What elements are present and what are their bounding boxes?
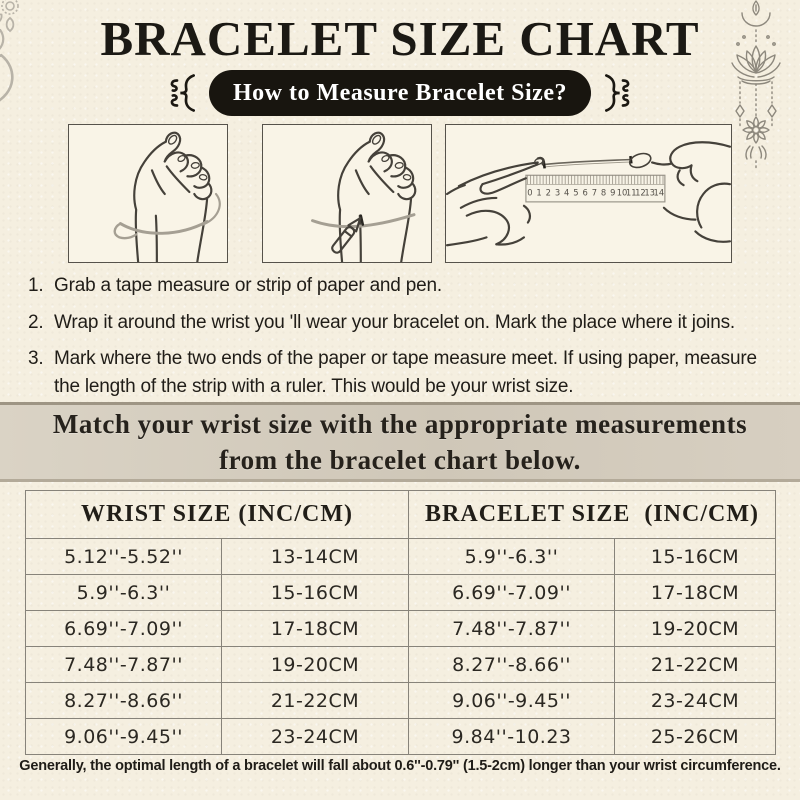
size-row: 6.69''-7.09'' 17-18CM 7.48''-7.87'' 19-20CM (25, 610, 777, 647)
bracelet-cm-cell: 19-20CM (613, 610, 777, 647)
table-header-row: WRIST SIZE (INC/CM) BRACELET SIZE (INC/C… (25, 490, 777, 539)
size-row: 8.27''-8.66'' 21-22CM 9.06''-9.45'' 23-24CM (25, 682, 777, 719)
step-text: Mark where the two ends of the paper or … (54, 348, 757, 397)
wrist-inch-cell: 8.27''-8.66'' (25, 682, 222, 719)
illustration-mark-pen (262, 124, 432, 263)
footer-note: Generally, the optimal length of a brace… (19, 758, 781, 774)
wrist-inch-cell: 5.9''-6.3'' (25, 574, 222, 611)
svg-text:11: 11 (626, 187, 637, 197)
svg-text:5: 5 (573, 187, 578, 197)
wrist-cm-cell: 23-24CM (221, 718, 409, 755)
hand-pen-icon (311, 125, 431, 262)
bracelet-inch-cell: 8.27''-8.66'' (408, 646, 615, 683)
step-item: 1. Grab a tape measure or strip of paper … (28, 272, 776, 300)
svg-text:0: 0 (527, 187, 532, 197)
svg-text:6: 6 (582, 187, 587, 197)
bracelet-inch-cell: 7.48''-7.87'' (408, 610, 615, 647)
wrist-inch-cell: 9.06''-9.45'' (25, 718, 222, 755)
wrist-cm-cell: 13-14CM (221, 538, 409, 575)
bracelet-inch-cell: 9.06''-9.45'' (408, 682, 615, 719)
wrist-inch-cell: 7.48''-7.87'' (25, 646, 222, 683)
svg-text:9: 9 (610, 187, 615, 197)
steps-list: 1. Grab a tape measure or strip of paper … (28, 272, 776, 409)
bracelet-cm-cell: 21-22CM (613, 646, 777, 683)
hand-wrap-icon (113, 125, 221, 262)
size-row: 7.48''-7.87'' 19-20CM 8.27''-8.66'' 21-22CM (25, 646, 777, 683)
bracelet-inch-cell: 5.9''-6.3'' (408, 538, 615, 575)
banner-line-2: from the bracelet chart below. (219, 445, 581, 475)
wrist-cm-cell: 15-16CM (221, 574, 409, 611)
bracelet-cm-cell: 17-18CM (613, 574, 777, 611)
wrist-cm-cell: 19-20CM (221, 646, 409, 683)
banner-line-1: Match your wrist size with the appropria… (52, 409, 748, 439)
step-item: 3. Mark where the two ends of the paper o… (28, 345, 776, 400)
svg-text:3: 3 (555, 187, 560, 197)
svg-text:2: 2 (546, 187, 551, 197)
step-number: 2. (28, 311, 44, 333)
mandala-flower-icon (0, 0, 19, 107)
wrist-size-header: WRIST SIZE (INC/CM) (25, 490, 409, 539)
measure-badge-row: How to Measure Bracelet Size? (0, 69, 800, 117)
svg-text:12: 12 (635, 187, 646, 197)
svg-text:4: 4 (564, 187, 569, 197)
instruction-banner: Match your wrist size with the appropria… (0, 402, 800, 482)
size-row: 5.12''-5.52'' 13-14CM 5.9''-6.3'' 15-16CM (25, 538, 777, 575)
bracelet-size-header: BRACELET SIZE (INC/CM) (407, 490, 777, 539)
bracelet-cm-cell: 23-24CM (613, 682, 777, 719)
svg-text:8: 8 (601, 187, 606, 197)
svg-text:14: 14 (654, 187, 665, 197)
wrist-cm-cell: 17-18CM (221, 610, 409, 647)
step-number: 3. (28, 348, 44, 370)
bracelet-cm-cell: 25-26CM (613, 718, 777, 755)
page-title: BRACELET SIZE CHART (100, 11, 700, 66)
wrist-inch-cell: 5.12''-5.52'' (25, 538, 222, 575)
size-row: 9.06''-9.45'' 23-24CM 9.84''-10.23 25-26CM (25, 718, 777, 755)
svg-text:10: 10 (617, 187, 628, 197)
bracelet-inch-cell: 6.69''-7.09'' (408, 574, 615, 611)
bracelet-inch-cell: 9.84''-10.23 (408, 718, 615, 755)
flourish-right-icon (604, 74, 630, 112)
flourish-left-icon (170, 74, 196, 112)
lotus-ornament-icon (731, 0, 781, 171)
svg-text:1: 1 (536, 187, 541, 197)
size-table: WRIST SIZE (INC/CM) BRACELET SIZE (INC/C… (25, 490, 777, 755)
illustration-wrap-tape (68, 124, 228, 263)
illustration-ruler-measure: 0 1 2 3 4 5 6 7 8 9 10 11 12 13 14 (445, 124, 732, 263)
wrist-inch-cell: 6.69''-7.09'' (25, 610, 222, 647)
svg-text:13: 13 (644, 187, 655, 197)
step-text: Grab a tape measure or strip of paper an… (54, 275, 442, 296)
measure-badge: How to Measure Bracelet Size? (209, 70, 591, 116)
wrist-cm-cell: 21-22CM (221, 682, 409, 719)
svg-text:7: 7 (592, 187, 597, 197)
step-number: 1. (28, 275, 44, 296)
bracelet-cm-cell: 15-16CM (613, 538, 777, 575)
step-text: Wrap it around the wrist you 'll wear yo… (54, 311, 735, 333)
step-item: 2. Wrap it around the wrist you 'll wear … (28, 309, 776, 337)
size-row: 5.9''-6.3'' 15-16CM 6.69''-7.09'' 17-18CM (25, 574, 777, 611)
